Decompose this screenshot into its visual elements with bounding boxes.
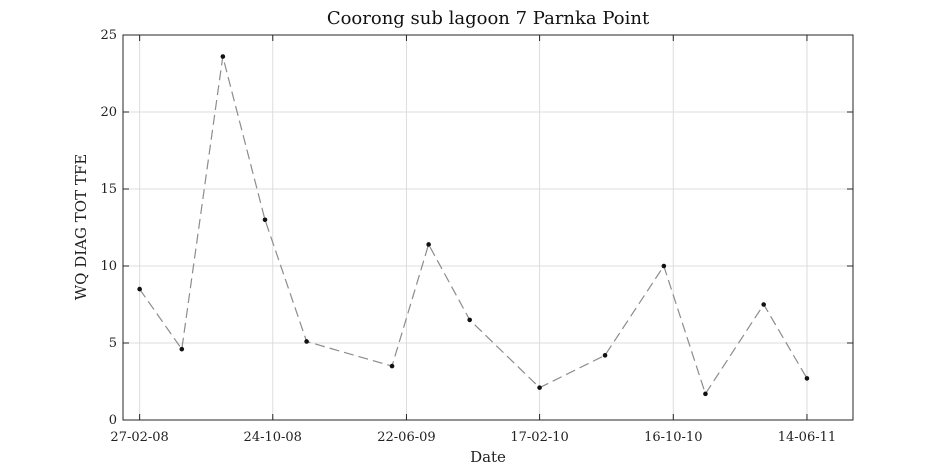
x-tick-label: 14-06-11 xyxy=(778,430,836,445)
data-point xyxy=(137,286,142,292)
data-point xyxy=(304,339,309,344)
data-point xyxy=(804,376,810,381)
y-axis-label: WQ DIAG TOT TFE xyxy=(72,154,90,300)
data-point xyxy=(703,391,708,397)
series-line xyxy=(139,56,808,396)
data-point xyxy=(661,263,667,269)
x-tick-label: 17-02-10 xyxy=(510,430,568,445)
y-tick-label: 15 xyxy=(100,182,117,197)
y-tick-label: 25 xyxy=(100,28,117,43)
x-axis-label: Date xyxy=(470,448,506,466)
data-point xyxy=(262,217,268,223)
data-point xyxy=(389,363,395,369)
data-point xyxy=(467,317,472,323)
x-tick-label: 24-10-08 xyxy=(244,430,302,445)
data-point xyxy=(537,385,542,390)
data-point xyxy=(602,353,608,358)
data-point xyxy=(179,346,185,352)
series-layer xyxy=(137,54,810,397)
y-tick-label: 10 xyxy=(100,259,117,274)
x-tick-label: 16-10-10 xyxy=(644,430,702,445)
x-tick-label: 27-02-08 xyxy=(110,430,168,445)
y-tick-label: 20 xyxy=(100,105,117,120)
plot-frame xyxy=(122,34,854,421)
data-point xyxy=(426,242,431,247)
data-point xyxy=(761,302,766,307)
chart-title: Coorong sub lagoon 7 Parnka Point xyxy=(327,8,650,29)
y-tick-label: 5 xyxy=(109,336,117,351)
y-tick-label: 0 xyxy=(109,413,117,428)
data-point xyxy=(220,54,226,59)
axis-ticks: 0 5 10 15 20 25 27-02-08 24-10-08 22-06-09 17-02-… xyxy=(100,28,853,445)
x-tick-label: 22-06-09 xyxy=(377,430,435,445)
